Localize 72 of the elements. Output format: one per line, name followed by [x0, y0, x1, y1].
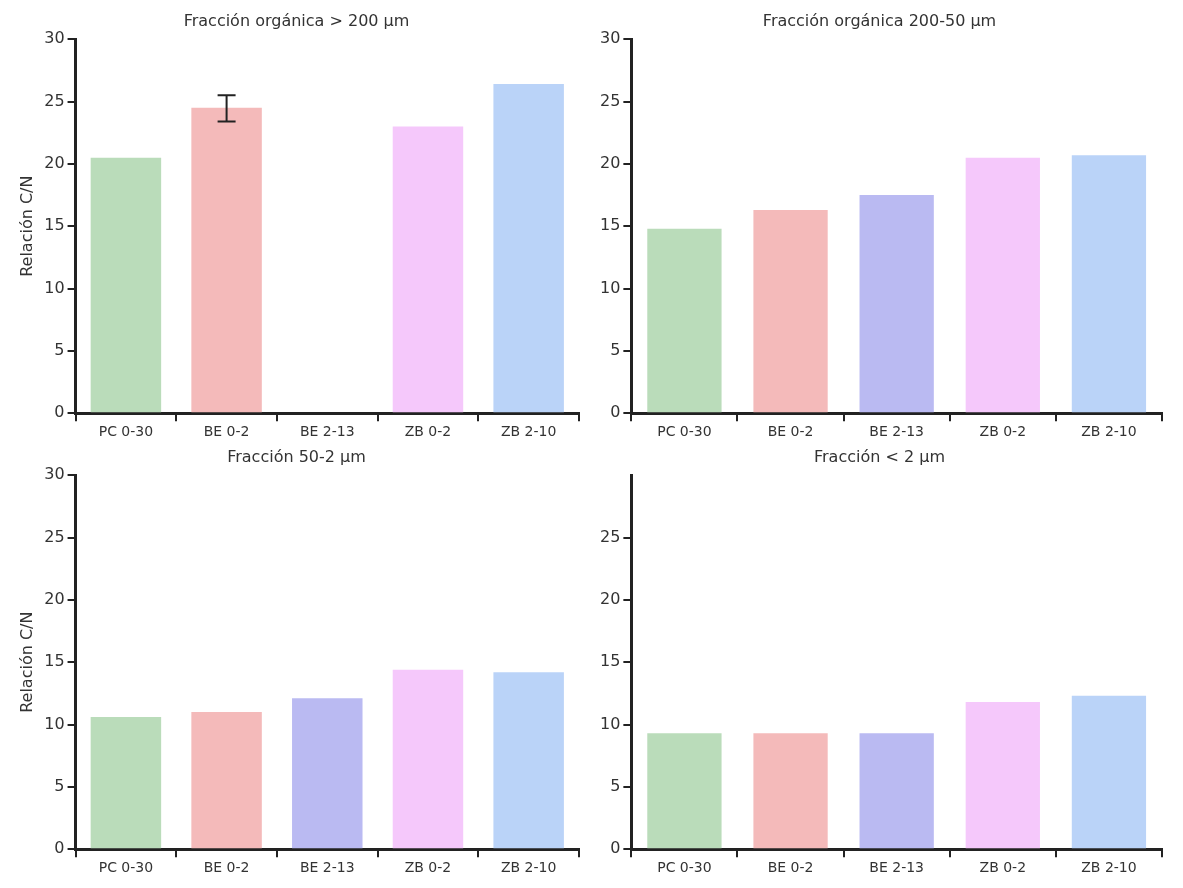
y-tick-label: 0 [54, 402, 65, 422]
x-tick-label: ZB 0-2 [404, 423, 452, 440]
y-tick-label: 15 [44, 651, 65, 671]
x-tick-label: BE 2-13 [869, 423, 925, 440]
x-tick-label: PC 0-30 [98, 423, 154, 440]
y-tick-label: 0 [610, 402, 621, 422]
y-tick-label: 15 [44, 215, 65, 235]
bar [647, 228, 722, 413]
y-tick-label: 30 [600, 28, 621, 48]
y-tick-label: 30 [44, 464, 65, 484]
y-tick-label: 25 [600, 90, 621, 110]
chart-title: Fracción 50-2 µm [227, 446, 366, 466]
chart-title: Fracción orgánica 200-50 µm [762, 10, 997, 30]
x-tick-label: BE 2-13 [299, 859, 355, 876]
bar [191, 712, 262, 849]
bar [1071, 155, 1147, 413]
y-tick-label: 25 [600, 526, 621, 546]
y-tick-label: 20 [600, 589, 621, 609]
y-tick-label: 5 [54, 340, 65, 360]
y-tick-label: 10 [600, 713, 621, 733]
x-tick-label: BE 0-2 [203, 423, 250, 440]
y-tick-label: 5 [610, 340, 621, 360]
x-tick-label: ZB 0-2 [979, 423, 1027, 440]
x-tick-label: BE 2-13 [299, 423, 355, 440]
y-tick-label: 15 [600, 215, 621, 235]
chart-title: Fracción < 2 µm [814, 446, 945, 466]
bar [647, 733, 722, 849]
bar [1071, 695, 1147, 849]
y-tick-label: 10 [44, 713, 65, 733]
bar [392, 126, 464, 413]
bar [493, 84, 564, 413]
bar [753, 209, 828, 413]
y-axis-title: Relación C/N [16, 611, 36, 713]
chart-title: Fracción orgánica > 200 µm [183, 10, 410, 30]
bar [859, 195, 934, 413]
x-tick-label: PC 0-30 [657, 423, 712, 440]
bar [392, 669, 464, 849]
y-tick-label: 30 [44, 28, 65, 48]
y-tick-label: 0 [54, 838, 65, 858]
bar [965, 157, 1040, 413]
x-tick-label: ZB 2-10 [500, 859, 557, 876]
bar [292, 698, 363, 849]
bar [90, 717, 162, 849]
x-tick-label: PC 0-30 [98, 859, 154, 876]
x-tick-label: BE 0-2 [767, 859, 814, 876]
x-tick-label: BE 0-2 [203, 859, 250, 876]
x-tick-label: ZB 2-10 [500, 423, 557, 440]
y-tick-label: 15 [600, 651, 621, 671]
y-tick-label: 5 [54, 776, 65, 796]
y-tick-label: 20 [44, 589, 65, 609]
bar [493, 672, 564, 849]
y-tick-label: 25 [44, 90, 65, 110]
y-tick-label: 20 [600, 153, 621, 173]
x-tick-label: BE 0-2 [767, 423, 814, 440]
bar [965, 702, 1040, 849]
x-tick-label: BE 2-13 [869, 859, 925, 876]
y-tick-label: 0 [610, 838, 621, 858]
y-tick-label: 10 [600, 277, 621, 297]
bar [191, 107, 262, 413]
x-tick-label: ZB 0-2 [979, 859, 1027, 876]
x-tick-label: PC 0-30 [657, 859, 712, 876]
y-tick-label: 10 [44, 277, 65, 297]
y-axis-title: Relación C/N [16, 175, 36, 277]
y-tick-label: 5 [610, 776, 621, 796]
x-tick-label: ZB 2-10 [1081, 423, 1137, 440]
bar [90, 157, 162, 413]
bar [859, 733, 934, 849]
y-tick-label: 20 [44, 153, 65, 173]
y-tick-label: 25 [44, 526, 65, 546]
x-tick-label: ZB 0-2 [404, 859, 452, 876]
x-tick-label: ZB 2-10 [1081, 859, 1137, 876]
bar [753, 733, 828, 849]
